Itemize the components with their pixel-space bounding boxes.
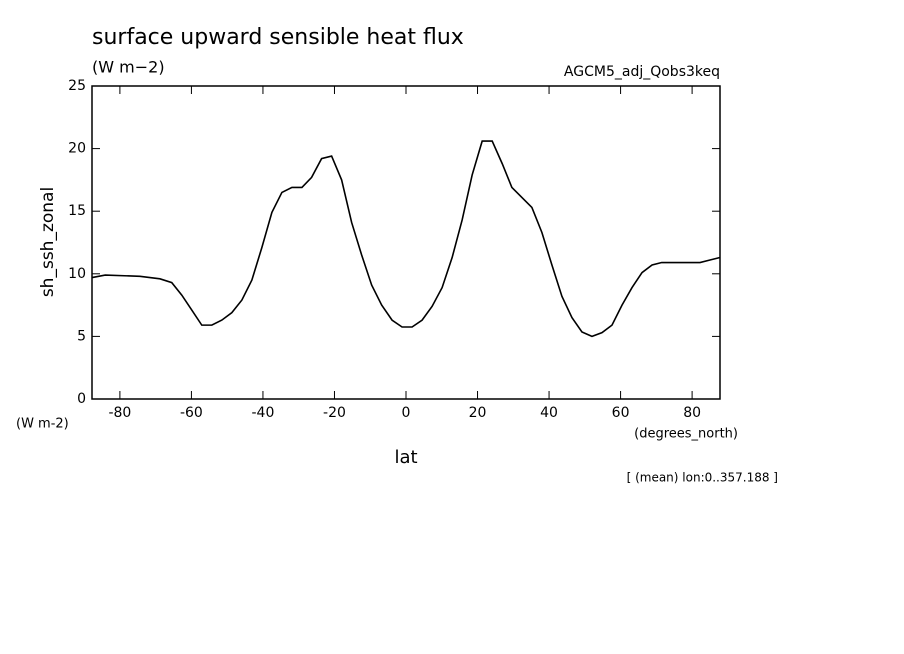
- y-axis-label: sh_ssh_zonal: [38, 187, 58, 297]
- y-tick-label: 5: [77, 328, 86, 344]
- experiment: AGCM5_adj_Qobs3keq: [564, 64, 720, 80]
- x-tick-label: -60: [180, 405, 203, 421]
- note: [ (mean) lon:0..357.188 ]: [627, 471, 778, 485]
- x-tick-label: 20: [469, 405, 487, 421]
- y-tick-label: 20: [68, 141, 86, 157]
- y-tick-label: 15: [68, 203, 86, 219]
- chart-title: surface upward sensible heat flux: [92, 25, 464, 50]
- x-tick-label: 80: [683, 405, 701, 421]
- y-tick-label: 0: [77, 391, 86, 407]
- x-tick-label: -80: [108, 405, 131, 421]
- x-tick-label: -40: [252, 405, 275, 421]
- x-tick-label: 60: [612, 405, 630, 421]
- y-units: (W m-2): [16, 417, 69, 432]
- x-units: (degrees_north): [634, 427, 738, 442]
- line: [91, 140, 721, 338]
- subtitle: (W m−2): [92, 58, 165, 77]
- plot-frame: [91, 85, 721, 400]
- x-axis-label: lat: [394, 447, 417, 468]
- y-tick-label: 10: [68, 266, 86, 282]
- x-tick-label: 0: [402, 405, 411, 421]
- x-tick-label: 40: [540, 405, 558, 421]
- y-tick-label: 25: [68, 78, 86, 94]
- x-tick-label: -20: [323, 405, 346, 421]
